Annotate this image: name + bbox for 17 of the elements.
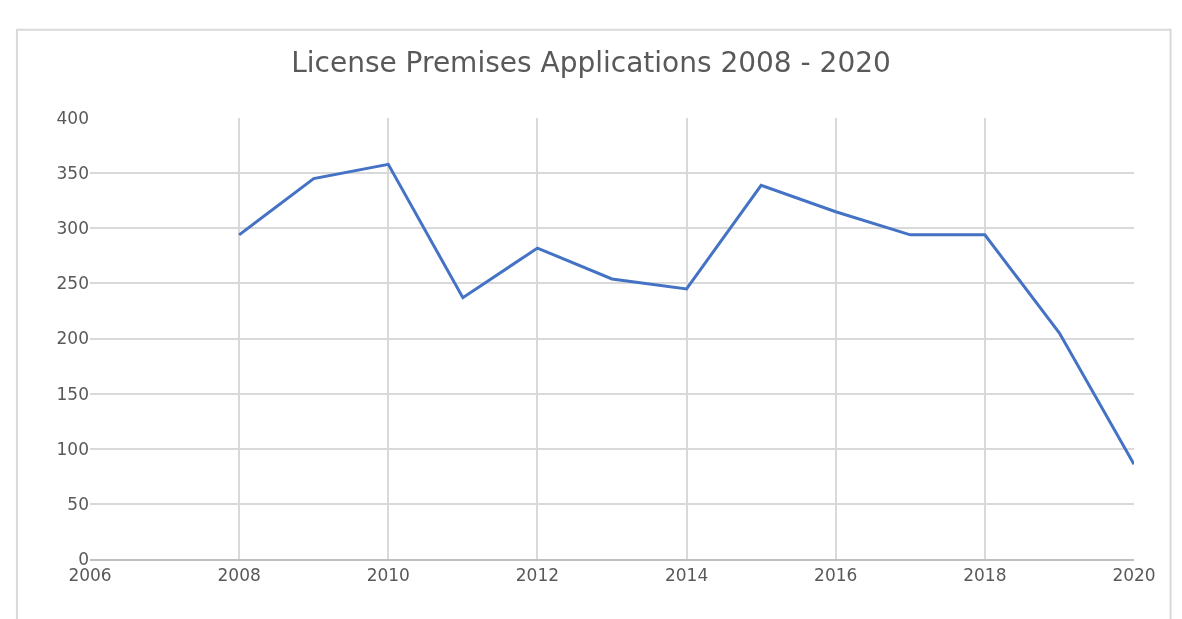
y-tick-label: 100 [56, 438, 89, 459]
x-tick-label: 2020 [1112, 565, 1156, 586]
x-tick-label: 2018 [963, 565, 1007, 586]
y-tick-label: 250 [56, 273, 89, 294]
y-tick-label: 400 [56, 107, 89, 128]
x-tick-label: 2016 [814, 565, 858, 586]
x-tick-label: 2014 [664, 565, 709, 586]
x-tick-label: 2008 [217, 565, 261, 586]
y-tick-label: 300 [56, 218, 89, 239]
y-tick-label: 200 [56, 328, 89, 349]
y-tick-label: 350 [56, 163, 89, 184]
chart-title: License Premises Applications 2008 - 2020 [291, 45, 891, 79]
x-tick-label: 2012 [515, 565, 560, 586]
line-series [237, 162, 1134, 466]
x-tick-label: 2010 [366, 565, 410, 586]
y-tick-label: 150 [56, 383, 89, 404]
y-tick-label: 50 [67, 493, 89, 514]
